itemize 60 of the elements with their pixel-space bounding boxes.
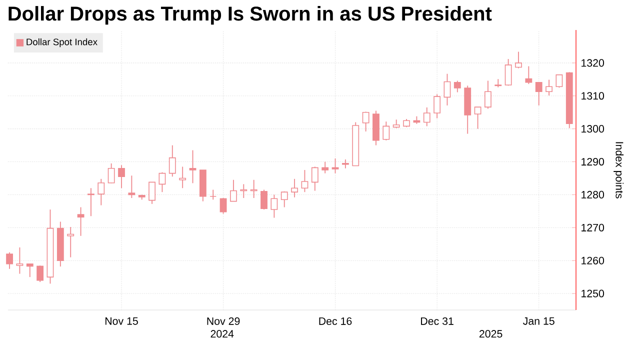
candlestick <box>16 246 24 274</box>
candlestick <box>36 265 44 282</box>
text: 2025 <box>479 330 502 338</box>
candlestick <box>484 80 492 110</box>
text: 2024 <box>210 330 234 338</box>
y-tick-label: 1250 <box>582 290 604 298</box>
candlestick <box>454 80 461 93</box>
candlestick <box>494 78 502 88</box>
candlestick <box>423 106 430 127</box>
candlestick <box>220 198 227 214</box>
candlestick <box>118 164 125 189</box>
y-tick-label: 1300 <box>582 125 604 133</box>
y-tick-label: 1270 <box>582 224 604 232</box>
x-tick-label: Nov 15 <box>105 317 138 325</box>
x-tick-label: Jan 15 <box>523 317 554 325</box>
candlestick <box>230 179 237 202</box>
candlestick <box>280 190 288 208</box>
candlestick <box>108 162 115 184</box>
x-tick-label: Nov 29 <box>207 317 240 325</box>
candlestick <box>434 94 441 119</box>
y-tick-label: 1280 <box>582 190 604 198</box>
candlestick <box>546 79 552 96</box>
y-axis-title: Index points <box>614 142 624 198</box>
legend-label: Dollar Spot Index <box>26 38 98 48</box>
candlestick <box>504 58 512 86</box>
candlestick <box>168 144 176 178</box>
candlestick <box>311 166 318 192</box>
candlestick <box>210 189 217 200</box>
x-tick-label: Dec 16 <box>319 317 352 325</box>
y-tick-label: 1310 <box>582 92 604 100</box>
candlestick <box>382 121 390 141</box>
candlestick <box>322 161 329 174</box>
candlestick <box>77 206 84 236</box>
candlestick <box>332 158 339 174</box>
candlestick <box>179 166 186 189</box>
candlestick <box>444 73 451 106</box>
candlestick <box>128 175 136 198</box>
y-tick-label: 1290 <box>582 158 604 166</box>
candlestick <box>556 74 563 88</box>
candlestick <box>158 172 166 193</box>
candlestick <box>26 263 34 278</box>
candlestick <box>6 252 13 270</box>
candlestick <box>260 189 268 210</box>
candlestick <box>88 188 94 217</box>
candlestick <box>525 66 532 84</box>
candlestick <box>474 106 482 130</box>
candlestick <box>301 170 308 193</box>
x-tick-label: Dec 31 <box>421 317 454 325</box>
candlestick <box>362 111 370 132</box>
y-tick-label: 1260 <box>582 256 604 264</box>
candlestick <box>189 150 196 184</box>
candlestick <box>270 194 278 218</box>
y-tick-label: 1320 <box>582 59 604 67</box>
candlestick <box>98 178 105 206</box>
candlestick <box>67 226 74 258</box>
candlestick <box>148 182 156 204</box>
chart-title: Dollar Drops as Trump Is Sworn in as US President <box>8 6 492 25</box>
candlestick <box>291 178 298 198</box>
candlestick <box>535 82 542 106</box>
candlestick <box>515 51 522 69</box>
